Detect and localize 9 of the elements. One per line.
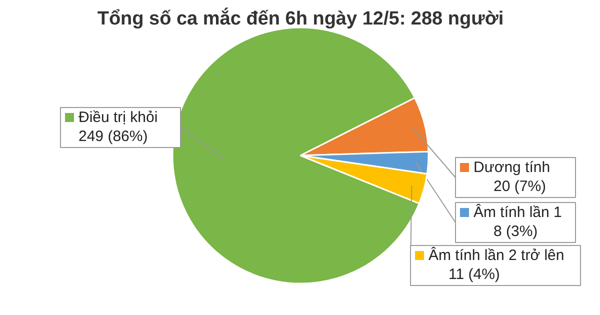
data-label: 11 (4%) xyxy=(448,266,500,283)
legend-label: Điều trị khỏi xyxy=(78,109,158,126)
chart-title: Tổng số ca mắc đến 6h ngày 12/5: 288 người xyxy=(97,8,504,30)
legend-label: Dương tính xyxy=(474,159,550,176)
legend-label: Âm tính lần 2 trở lên xyxy=(428,246,564,264)
data-label: 20 (7%) xyxy=(494,178,546,195)
data-label: 249 (86%) xyxy=(78,128,148,145)
data-label: 8 (3%) xyxy=(494,223,538,240)
legend-label: Âm tính lần 1 xyxy=(474,203,562,221)
